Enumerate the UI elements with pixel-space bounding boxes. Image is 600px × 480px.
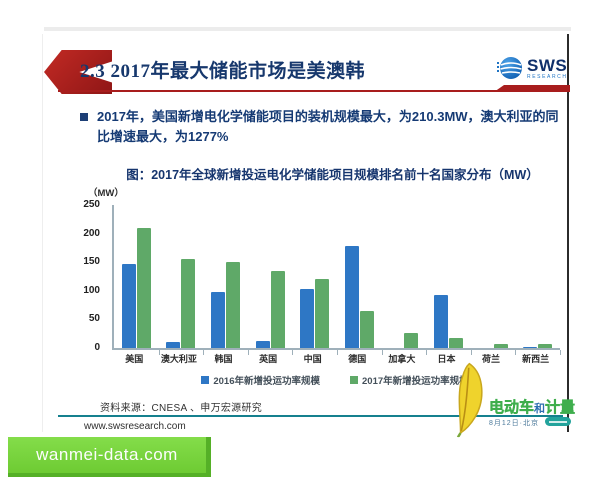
- slide-right-edge: [567, 34, 569, 432]
- y-axis-unit-label: （MW）: [88, 188, 124, 199]
- y-tick-150: 150: [83, 256, 100, 268]
- legend-swatch-icon: [350, 376, 358, 384]
- bar-英国-2017年新增投运功率规模: [270, 271, 285, 348]
- bar-日本-2017年新增投运功率规模: [448, 337, 463, 348]
- y-tick-200: 200: [83, 227, 100, 239]
- header-rule-thick: [494, 85, 570, 92]
- footer-rule: [58, 415, 563, 417]
- slide-top-edge: [44, 27, 571, 31]
- bar-澳大利亚-2016年新增投运功率规模: [166, 341, 181, 348]
- bar-德国-2016年新增投运功率规模: [344, 245, 359, 348]
- y-axis-ticks: 0 50 100 150 200 250: [62, 200, 108, 353]
- bar-荷兰-2017年新增投运功率规模: [493, 344, 508, 348]
- legend-label: 2016年新增投运功率规模: [213, 376, 320, 387]
- sws-logo: SWS RESEARCH: [485, 50, 571, 86]
- bar-group-中国: [292, 205, 338, 355]
- bar-德国-2017年新增投运功率规模: [359, 310, 374, 348]
- bar-中国-2016年新增投运功率规模: [300, 288, 315, 348]
- legend-item-2016年新增投运功率规模: 2016年新增投运功率规模: [201, 373, 320, 387]
- x-label-德国: 德国: [348, 354, 367, 364]
- x-label-新西兰: 新西兰: [522, 354, 550, 364]
- header-rule-thin: [58, 90, 570, 92]
- chart-title: 图：2017年全球新增投运电化学储能项目规模排名前十名国家分布（MW）: [126, 168, 539, 182]
- wanmei-data-banner-text: wanmei-data.com: [36, 445, 178, 464]
- website-url: www.swsresearch.com: [84, 421, 186, 432]
- bar-韩国-2016年新增投运功率规模: [210, 291, 225, 348]
- bar-group-韩国: [203, 205, 249, 355]
- bar-中国-2017年新增投运功率规模: [315, 278, 330, 348]
- x-label-中国: 中国: [303, 354, 322, 364]
- y-tick-50: 50: [88, 313, 100, 325]
- y-tick-0: 0: [94, 342, 100, 353]
- watermark-brand: 电动车和计量: [489, 396, 575, 417]
- bar-新西兰-2016年新增投运功率规模: [523, 346, 538, 348]
- bar-日本-2016年新增投运功率规模: [433, 295, 448, 348]
- logo-wordmark: SWS: [527, 55, 568, 75]
- x-label-美国: 美国: [125, 354, 144, 364]
- legend-swatch-icon: [201, 376, 210, 384]
- legend-label: 2017年新增投运功率规模: [362, 376, 469, 387]
- bar-group-德国: [337, 205, 383, 355]
- x-label-日本: 日本: [437, 354, 456, 364]
- globe-icon: [497, 57, 522, 79]
- wanmei-data-banner: wanmei-data.com: [8, 437, 211, 477]
- watermark-subtitle: 8月12日·北京: [489, 420, 540, 427]
- x-label-荷兰: 荷兰: [482, 354, 501, 364]
- page-title: 2.3 2017年最大储能市场是美澳韩: [80, 61, 366, 82]
- bar-美国-2016年新增投运功率规模: [121, 263, 136, 348]
- y-tick-250: 250: [83, 199, 100, 210]
- x-axis-labels: 美国 澳大利亚 韩国 英国 中国 德国 加拿大 日本 荷兰 新西兰: [112, 352, 558, 365]
- logo-text: SWS RESEARCH: [527, 57, 568, 80]
- source-note: 资料来源：CNESA 、申万宏源研究: [100, 403, 263, 414]
- bar-加拿大-2017年新增投运功率规模: [404, 332, 419, 348]
- bar-group-日本: [426, 205, 472, 355]
- bar-chart-plot-area: [112, 205, 561, 355]
- watermark-badge: [545, 417, 571, 426]
- bar-美国-2017年新增投运功率规模: [136, 227, 151, 348]
- bar-新西兰-2017年新增投运功率规模: [538, 344, 553, 348]
- x-label-韩国: 韩国: [214, 354, 233, 364]
- x-label-澳大利亚: 澳大利亚: [160, 354, 197, 364]
- slide-left-edge: [42, 34, 43, 432]
- watermark-brand-part1: 电动车: [489, 399, 535, 416]
- chart-legend: 2016年新增投运功率规模 2017年新增投运功率规模: [112, 373, 558, 387]
- bullet-marker-icon: [80, 113, 88, 121]
- bar-group-澳大利亚: [159, 205, 204, 355]
- legend-item-2017年新增投运功率规模: 2017年新增投运功率规模: [350, 373, 469, 387]
- bar-group-新西兰: [515, 205, 561, 355]
- watermark-brand-part2: 和: [534, 403, 546, 415]
- bar-group-荷兰: [471, 205, 516, 355]
- bar-韩国-2017年新增投运功率规模: [225, 262, 240, 348]
- bar-澳大利亚-2017年新增投运功率规模: [181, 259, 196, 348]
- logo-subtitle: RESEARCH: [527, 73, 568, 80]
- bar-group-英国: [248, 205, 293, 355]
- bar-英国-2016年新增投运功率规模: [255, 341, 270, 348]
- bullet-text: 2017年，美国新增电化学储能项目的装机规模最大，为210.3MW，澳大利亚的同…: [97, 109, 559, 145]
- feather-icon: [456, 362, 483, 438]
- y-tick-100: 100: [83, 284, 100, 296]
- x-label-加拿大: 加拿大: [388, 354, 416, 364]
- bar-group-加拿大: [382, 205, 427, 355]
- bar-group-美国: [114, 205, 160, 355]
- x-label-英国: 英国: [259, 354, 278, 364]
- watermark-brand-part3: 计量: [545, 399, 576, 416]
